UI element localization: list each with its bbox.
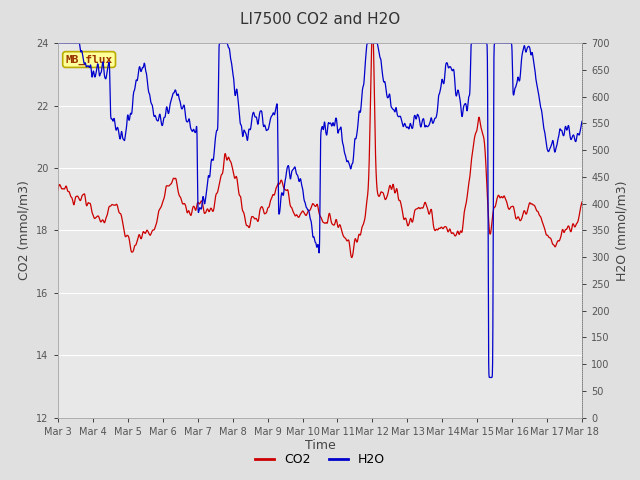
Text: MB_flux: MB_flux [65,54,113,65]
Y-axis label: CO2 (mmol/m3): CO2 (mmol/m3) [17,180,31,280]
Y-axis label: H2O (mmol/m3): H2O (mmol/m3) [616,180,628,281]
Text: LI7500 CO2 and H2O: LI7500 CO2 and H2O [240,12,400,27]
X-axis label: Time: Time [305,439,335,453]
Legend: CO2, H2O: CO2, H2O [250,448,390,471]
